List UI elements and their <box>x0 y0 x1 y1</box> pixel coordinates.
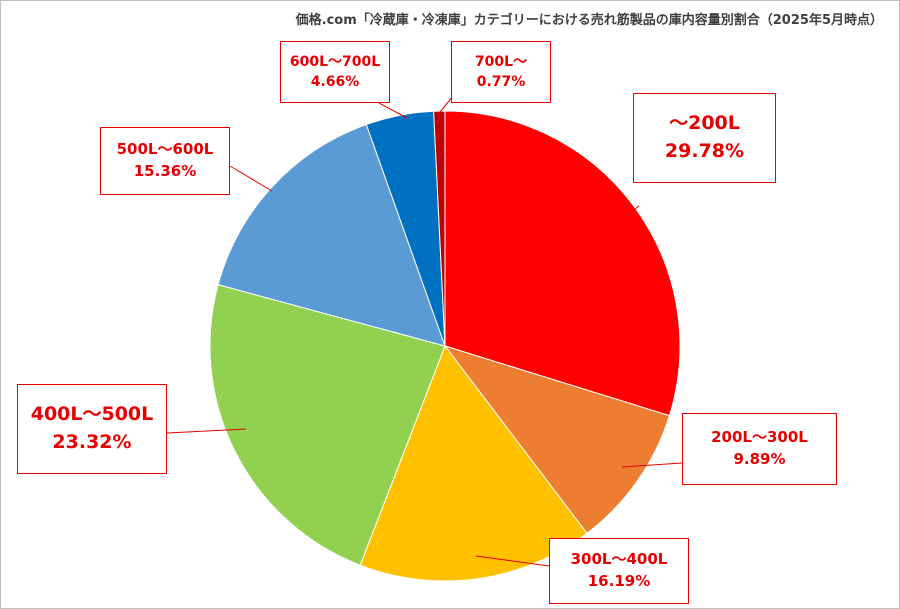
leader-line-4 <box>229 165 273 192</box>
leader-line-5 <box>378 102 408 119</box>
data-label-percent: 29.78% <box>664 140 745 162</box>
leader-line-6 <box>439 95 454 113</box>
data-label-5: 600L～700L 4.66% <box>280 41 390 103</box>
data-label-0: ～200L 29.78% <box>633 93 776 183</box>
data-label-4: 500L～600L 15.36% <box>100 127 230 195</box>
data-label-category: 600L～700L <box>289 53 381 70</box>
leader-line-0 <box>619 205 640 221</box>
leader-line-2 <box>475 555 550 567</box>
data-label-percent: 15.36% <box>133 162 197 180</box>
data-label-percent: 4.66% <box>310 74 360 90</box>
data-label-category: 700L～ <box>474 53 528 70</box>
data-label-percent: 16.19% <box>587 572 651 590</box>
data-label-percent: 23.32% <box>52 431 132 453</box>
pie-slice-4 <box>217 123 446 347</box>
data-label-1: 200L～300L 9.89% <box>682 413 837 485</box>
data-label-category: ～200L <box>669 112 740 135</box>
data-label-2: 300L～400L 16.19% <box>549 538 689 604</box>
chart-title: 価格.com「冷蔵庫・冷凍庫」カテゴリーにおける売れ筋製品の庫内容量別割合（20… <box>295 13 883 28</box>
pie-slice-3 <box>209 284 446 566</box>
data-label-category: 400L～500L <box>30 403 154 426</box>
data-label-category: 200L～300L <box>711 428 808 447</box>
data-label-3: 400L～500L 23.32% <box>17 384 167 474</box>
data-label-category: 300L～400L <box>570 550 668 569</box>
pie-slice-1 <box>443 345 671 535</box>
leader-line-1 <box>621 462 683 468</box>
data-label-6: 700L～ 0.77% <box>451 41 551 103</box>
leader-line-3 <box>166 428 247 434</box>
data-label-percent: 0.77% <box>476 74 526 90</box>
pie-slice-0 <box>444 110 681 417</box>
data-label-category: 500L～600L <box>116 140 214 159</box>
pie-slice-6 <box>433 110 446 347</box>
pie-slices <box>209 110 681 582</box>
leader-lines <box>166 95 683 567</box>
data-label-percent: 9.89% <box>733 450 786 468</box>
